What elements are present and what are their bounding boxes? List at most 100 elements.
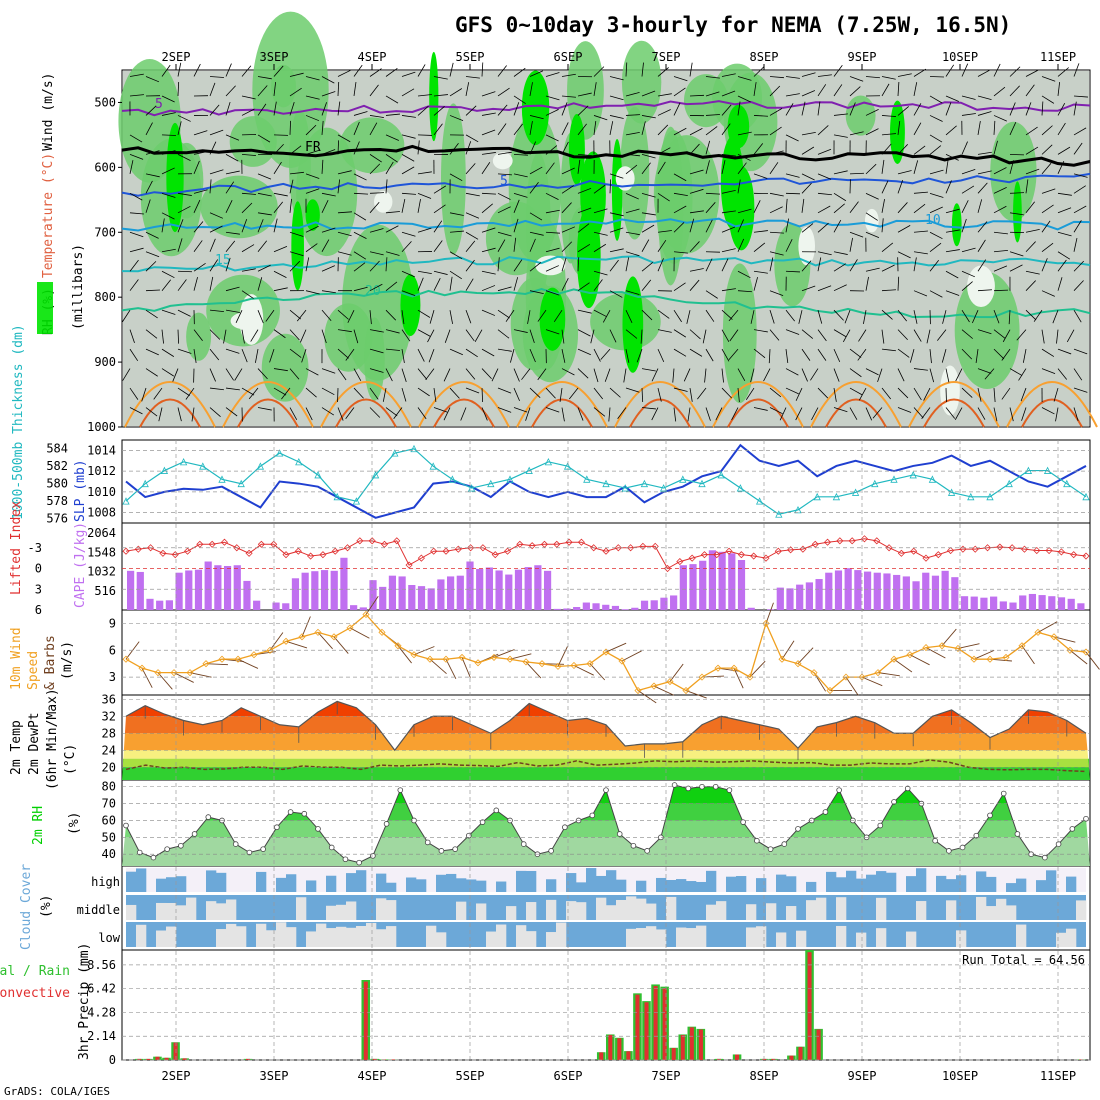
contour-label: 20 <box>365 284 381 299</box>
wind-barb <box>817 222 829 233</box>
wind-barb <box>689 169 704 175</box>
cape-bar <box>796 584 804 610</box>
cape-bar <box>1038 595 1046 610</box>
wind-barb <box>369 329 384 333</box>
thickness-marker <box>871 479 879 488</box>
cloud-cell <box>686 928 697 947</box>
wind-barb <box>641 115 656 119</box>
wind-barb <box>353 173 367 181</box>
wind-barb <box>600 348 611 360</box>
rh-wet-area <box>951 203 962 247</box>
cloud-cell <box>356 870 367 892</box>
thickness-marker <box>602 479 610 488</box>
lifted-index-marker <box>565 538 573 546</box>
wind-barb <box>929 115 943 122</box>
wind-barb <box>673 309 682 323</box>
cloud-cell <box>666 879 677 892</box>
wind-barb <box>513 218 519 233</box>
wind-barb <box>337 140 339 155</box>
cloud-cell <box>976 896 987 920</box>
wind-barb <box>561 95 576 98</box>
cape-bar <box>301 572 309 610</box>
wind10m-marker <box>970 655 978 663</box>
thickness-marker <box>717 471 725 479</box>
wind-barb <box>689 348 703 357</box>
cape-bar <box>931 575 940 610</box>
cape-bar <box>185 570 193 610</box>
wind-barb <box>257 240 268 252</box>
wind-barb <box>241 108 255 116</box>
rh-band <box>122 837 1090 866</box>
wind-barb <box>305 149 320 155</box>
thickness-marker <box>832 492 841 501</box>
rh2m-marker <box>877 822 884 829</box>
cloud-cell <box>1006 883 1017 892</box>
wind-barb <box>289 309 302 320</box>
wind-barb-10m <box>909 654 930 666</box>
wind-barb <box>337 69 351 77</box>
cape-bar <box>990 596 998 610</box>
wind-barb <box>913 160 919 174</box>
cape-bar <box>534 565 542 610</box>
wind-barb <box>193 349 197 364</box>
precip-convective-bar <box>771 1058 776 1060</box>
cloud-cell <box>316 923 327 947</box>
cloud-cell <box>786 906 797 920</box>
wind10m-marker <box>522 658 530 666</box>
wind-barb <box>937 329 947 341</box>
wind-barb-10m <box>237 658 259 669</box>
cloud-cell <box>676 927 687 947</box>
wind-barb <box>897 144 909 155</box>
precip-convective-bar <box>689 1027 694 1060</box>
wind-barb <box>225 181 235 194</box>
wind-barb <box>673 282 686 292</box>
wind-barb <box>241 153 256 156</box>
cloud-cell <box>636 928 647 947</box>
temp-contour-25 <box>1006 381 1098 428</box>
cloud-cell <box>126 871 137 892</box>
cloud-layer-label: low <box>98 931 120 945</box>
lifted-index-marker <box>319 551 327 559</box>
cloud-cell <box>306 931 317 947</box>
thickness-marker <box>410 444 418 453</box>
wind-barb <box>417 192 432 199</box>
wind-barb <box>705 192 720 195</box>
cape-bar <box>893 574 901 610</box>
wind10m-marker <box>282 637 290 645</box>
lifted-index-marker <box>1033 546 1041 555</box>
wind-barb <box>913 407 924 419</box>
lifted-index-marker <box>233 544 241 552</box>
precip-convective-bar <box>680 1034 685 1060</box>
wind-barb <box>858 387 867 401</box>
lifted-index-marker <box>171 551 179 559</box>
wind-barb <box>801 173 815 181</box>
cape-bar <box>165 600 173 610</box>
wind-barb <box>529 290 544 295</box>
cloud-cell <box>616 899 627 920</box>
wind-barb <box>481 247 496 253</box>
wind-barb <box>177 407 182 422</box>
wind-barb <box>513 259 523 272</box>
temp-band <box>122 733 1090 751</box>
wind-barb <box>721 73 736 77</box>
wind-barb <box>161 329 164 344</box>
wind-barb-10m <box>269 632 284 651</box>
wind-barb <box>913 103 922 116</box>
cloud-cell <box>606 870 617 892</box>
wind-barb <box>337 407 344 421</box>
wind-barb <box>737 290 752 293</box>
wind-barb <box>481 348 495 357</box>
temp-tick-label: 32 <box>102 709 116 723</box>
cloud-cell <box>866 874 877 892</box>
cloud-cell <box>996 898 1007 920</box>
wind-barb <box>609 290 623 298</box>
wind-barb <box>961 141 968 155</box>
wind10m-marker <box>1066 646 1074 654</box>
rh-dry-area <box>374 190 393 213</box>
wind-barb <box>913 203 926 214</box>
wind-barb <box>977 221 988 233</box>
lifted-index-marker <box>282 551 290 559</box>
dewpoint-line <box>125 759 1087 773</box>
cloud-cell <box>166 902 177 920</box>
wind-barb <box>753 230 768 233</box>
